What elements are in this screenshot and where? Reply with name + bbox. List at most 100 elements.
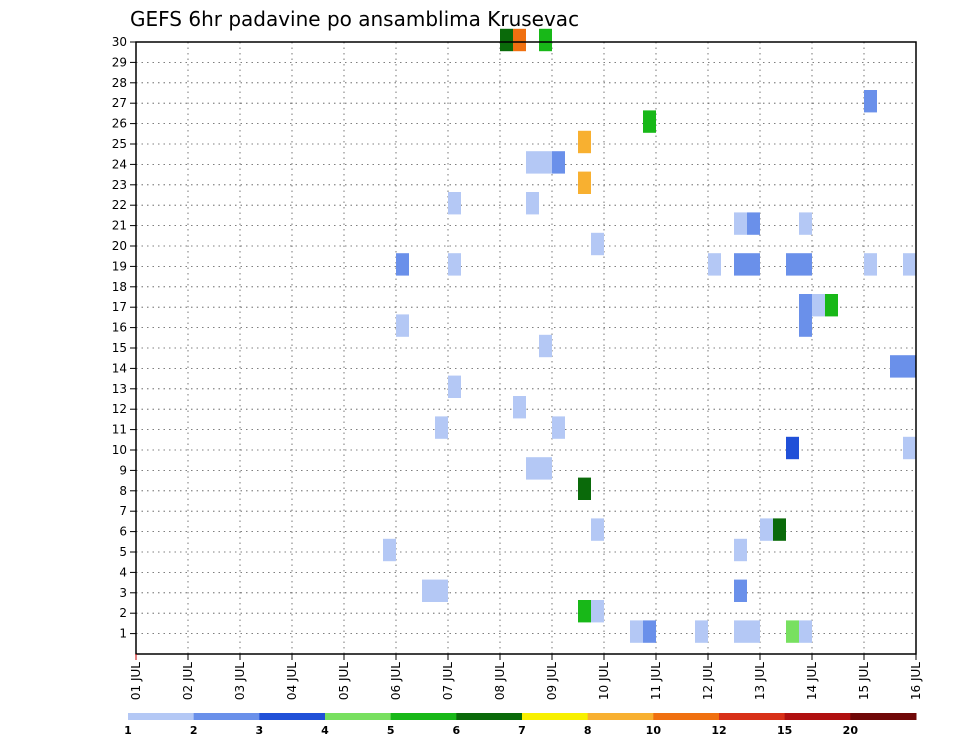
precip-cell	[903, 253, 916, 276]
colorbar-label: 12	[711, 724, 726, 737]
y-tick-label: 13	[112, 382, 127, 396]
precip-cell	[578, 130, 591, 154]
precip-cell	[760, 518, 773, 541]
precip-cell	[799, 620, 812, 643]
y-tick-label: 23	[112, 178, 127, 192]
y-tick-label: 5	[119, 545, 127, 559]
colorbar-segment	[522, 713, 589, 720]
y-tick-label: 9	[119, 463, 127, 477]
precip-cell	[864, 90, 877, 113]
precip-cell	[448, 375, 461, 398]
x-tick-label: 02 JUL	[181, 662, 195, 700]
colorbar-label: 7	[518, 724, 526, 737]
x-tick-label: 03 JUL	[233, 662, 247, 700]
precip-cell	[383, 538, 396, 562]
x-tick-label: 01 JUL	[129, 662, 143, 700]
y-tick-label: 22	[112, 198, 127, 212]
precip-cell	[422, 579, 448, 602]
precip-cell	[526, 457, 552, 480]
chart-title: GEFS 6hr padavine po ansamblima Krusevac	[130, 7, 579, 31]
precip-cell	[734, 538, 747, 562]
y-tick-label: 26	[112, 117, 127, 131]
colorbar-segment	[719, 713, 786, 720]
precip-cell	[734, 253, 760, 276]
precip-cell	[773, 518, 786, 541]
colorbar-segment	[850, 713, 917, 720]
y-tick-label: 1	[119, 627, 127, 641]
y-tick-label: 14	[112, 361, 127, 375]
precip-cell	[799, 314, 812, 337]
x-tick-label: 06 JUL	[389, 662, 403, 700]
y-tick-label: 24	[112, 157, 127, 171]
precip-cell	[526, 151, 552, 174]
colorbar: 1 2 3 4 5 6 7 8 10 12 15 20	[124, 713, 917, 737]
x-tick-label: 12 JUL	[701, 662, 715, 700]
precip-cell	[864, 253, 877, 276]
y-tick-label: 6	[119, 525, 127, 539]
y-tick-label: 8	[119, 484, 127, 498]
precip-cell	[578, 477, 591, 500]
colorbar-label: 6	[453, 724, 461, 737]
precip-cell	[747, 212, 760, 235]
y-tick-label: 4	[119, 565, 127, 579]
y-tick-label: 3	[119, 586, 127, 600]
precip-cell	[591, 600, 604, 623]
colorbar-segment	[653, 713, 720, 720]
y-tick-label: 27	[112, 96, 127, 110]
colorbar-segment	[456, 713, 523, 720]
y-tick-label: 21	[112, 219, 127, 233]
precip-cell	[903, 436, 916, 460]
precip-cell	[578, 600, 591, 623]
x-tick-label: 09 JUL	[545, 662, 559, 700]
precip-cell	[812, 294, 825, 317]
precip-cell	[513, 28, 526, 52]
x-tick-label: 13 JUL	[753, 662, 767, 700]
precip-cell	[799, 294, 812, 317]
x-tick-label: 14 JUL	[805, 662, 819, 700]
y-tick-label: 29	[112, 55, 127, 69]
colorbar-segment	[784, 713, 851, 720]
precip-cell	[708, 253, 721, 276]
precip-cell	[786, 620, 799, 643]
precip-cell	[539, 28, 552, 52]
precip-cell	[630, 620, 643, 643]
x-axis-ticks: 01 JUL 02 JUL 03 JUL 04 JUL 05 JUL 06 JUL 07 J…	[129, 654, 923, 700]
colorbar-segment	[259, 713, 326, 720]
precip-cell	[552, 416, 565, 439]
precip-cell	[734, 212, 747, 235]
colorbar-segment	[390, 713, 457, 720]
precip-cell	[591, 232, 604, 256]
precip-cell	[539, 334, 552, 358]
colorbar-segment	[325, 713, 392, 720]
colorbar-label: 4	[321, 724, 329, 737]
y-tick-label: 25	[112, 137, 127, 151]
precip-cell	[825, 294, 838, 317]
colorbar-label: 3	[256, 724, 264, 737]
y-tick-label: 20	[112, 239, 127, 253]
y-tick-label: 7	[119, 504, 127, 518]
y-tick-label: 17	[112, 300, 127, 314]
precip-cell	[526, 192, 539, 215]
precip-cell	[734, 620, 760, 643]
x-tick-label: 10 JUL	[597, 662, 611, 700]
precip-cell	[396, 314, 409, 337]
x-tick-label: 11 JUL	[649, 662, 663, 700]
x-tick-label: 07 JUL	[441, 662, 455, 700]
precip-cell	[591, 518, 604, 541]
precip-cell	[396, 253, 409, 276]
y-axis-ticks: 1234567891011121314151617181920212223242…	[112, 35, 136, 641]
precip-cell	[643, 110, 656, 133]
colorbar-segment	[587, 713, 654, 720]
y-tick-label: 18	[112, 280, 127, 294]
y-tick-label: 11	[112, 423, 127, 437]
precip-cell	[500, 28, 513, 52]
colorbar-segment	[128, 713, 195, 720]
precip-cell	[786, 253, 812, 276]
x-tick-label: 05 JUL	[337, 662, 351, 700]
precip-cell	[799, 212, 812, 235]
y-tick-label: 19	[112, 259, 127, 273]
x-tick-label: 16 JUL	[909, 662, 923, 700]
precip-cell	[734, 579, 747, 602]
colorbar-label: 10	[646, 724, 662, 737]
